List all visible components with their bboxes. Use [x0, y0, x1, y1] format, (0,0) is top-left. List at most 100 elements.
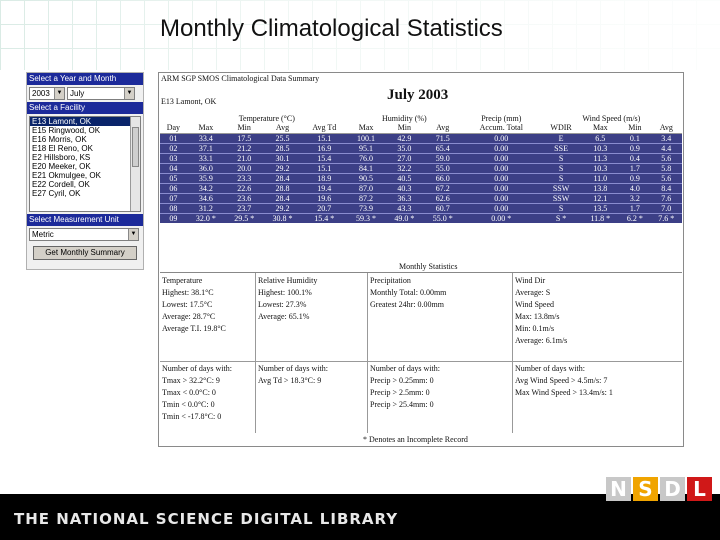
- stats-line: Average: 28.7°C: [162, 312, 216, 321]
- unit-select[interactable]: Metric ▼: [29, 228, 139, 241]
- year-select[interactable]: 2003 ▼: [29, 87, 65, 100]
- facility-option[interactable]: E16 Morris, OK: [32, 135, 87, 144]
- footer-bar: THE NATIONAL SCIENCE DIGITAL LIBRARY: [0, 494, 720, 540]
- stats-line: Highest: 100.1%: [258, 288, 312, 297]
- table-cell: 29.5 *: [225, 212, 264, 223]
- logo-letter: L: [687, 477, 712, 501]
- table-cell: 21.2: [225, 142, 264, 153]
- table-cell: 23.6: [225, 192, 264, 203]
- get-monthly-summary-button[interactable]: Get Monthly Summary: [33, 246, 137, 260]
- column-header-row: Day Max Min Avg Avg Td Max Min Avg Accum. Total W…: [160, 123, 682, 134]
- facility-option[interactable]: E22 Cordell, OK: [32, 180, 90, 189]
- table-row: 07 34.6 23.6 28.4 19.6 87.2 36.3 62.6 0.00 SSW 12.…: [160, 192, 682, 203]
- column-header: Accum. Total: [461, 123, 541, 134]
- facility-header: Select a Facility: [27, 102, 143, 114]
- logo-letter: D: [660, 477, 685, 501]
- stats-line: Precipitation: [370, 276, 411, 285]
- table-cell: 13.5: [581, 202, 620, 213]
- table-cell: 3.2: [619, 192, 651, 203]
- chevron-down-icon: ▼: [128, 229, 138, 240]
- summary-title: ARM SGP SMOS Climatological Data Summary: [161, 74, 320, 83]
- table-cell: 95.1: [346, 142, 386, 153]
- stats-line: Number of days with:: [162, 364, 232, 373]
- table-cell: 42.9: [385, 132, 424, 143]
- table-cell: 0.00 *: [461, 212, 541, 223]
- table-cell: 29.2: [263, 162, 302, 173]
- table-row: 08 31.2 23.7 29.2 20.7 73.9 43.3 60.7 0.00 S 13.5 1…: [160, 202, 682, 213]
- slide-title: Monthly Climatological Statistics: [160, 15, 503, 42]
- month-select[interactable]: July ▼: [67, 87, 135, 100]
- stats-line: Precip > 25.4mm: 0: [370, 400, 434, 409]
- table-cell: 29.2: [263, 202, 302, 213]
- year-month-row: 2003 ▼ July ▼: [27, 85, 143, 102]
- table-cell: 5.6: [650, 172, 682, 183]
- scrollbar-thumb[interactable]: [132, 127, 139, 167]
- table-cell: 09: [160, 212, 187, 223]
- incomplete-record-footnote: * Denotes an Incomplete Record: [363, 435, 468, 444]
- stats-line: Tmax > 32.2°C: 9: [162, 376, 220, 385]
- table-cell: 28.8: [263, 182, 302, 193]
- column-header: Min: [619, 123, 651, 134]
- table-cell: 11.3: [581, 152, 620, 163]
- stats-line: Wind Speed: [515, 300, 555, 309]
- table-cell: 7.6 *: [650, 212, 682, 223]
- unit-value: Metric: [32, 230, 54, 239]
- column-header: WDIR: [540, 123, 582, 134]
- table-cell: 4.4: [650, 142, 682, 153]
- stats-line: Lowest: 27.3%: [258, 300, 307, 309]
- stats-line: Avg Wind Speed > 4.5m/s: 7: [515, 376, 608, 385]
- table-cell: 8.4: [650, 182, 682, 193]
- table-cell: 36.0: [186, 162, 226, 173]
- table-cell: 100.1: [346, 132, 386, 143]
- table-cell: 11.0: [581, 172, 620, 183]
- group-header: [160, 113, 187, 123]
- table-cell: 59.0: [423, 152, 462, 163]
- table-cell: 87.2: [346, 192, 386, 203]
- table-cell: 32.2: [385, 162, 424, 173]
- facility-option[interactable]: E13 Lamont, OK: [30, 117, 140, 126]
- column-header: Max: [581, 123, 620, 134]
- table-cell: 1.7: [619, 162, 651, 173]
- table-cell: 28.5: [263, 142, 302, 153]
- table-cell: 23.7: [225, 202, 264, 213]
- facility-scrollbar[interactable]: [130, 117, 140, 211]
- table-cell: 62.6: [423, 192, 462, 203]
- table-cell: 40.5: [385, 172, 424, 183]
- facility-option[interactable]: E2 Hillsboro, KS: [32, 153, 91, 162]
- table-cell: 0.1: [619, 132, 651, 143]
- table-row: 02 37.1 21.2 28.5 16.9 95.1 35.0 65.4 0.00 SSE 10.…: [160, 142, 682, 153]
- stats-divider: [160, 361, 682, 362]
- facility-option[interactable]: E27 Cyril, OK: [32, 189, 81, 198]
- table-cell: 76.0: [346, 152, 386, 163]
- facility-option[interactable]: E20 Meeker, OK: [32, 162, 91, 171]
- facility-option[interactable]: E21 Okmulgee, OK: [32, 171, 101, 180]
- table-cell: 12.1: [581, 192, 620, 203]
- stats-column: Temperature Highest: 38.1°C Lowest: 17.5°C…: [160, 273, 256, 361]
- table-cell: 13.8: [581, 182, 620, 193]
- slide-background-fade: [0, 0, 720, 70]
- table-cell: 28.4: [263, 192, 302, 203]
- summary-header: ARM SGP SMOS Climatological Data Summary…: [159, 73, 683, 106]
- table-cell: 43.3: [385, 202, 424, 213]
- table-cell: 0.4: [619, 152, 651, 163]
- table-cell: 15.1: [301, 162, 347, 173]
- table-cell: 73.9: [346, 202, 386, 213]
- table-cell: 5.6: [650, 152, 682, 163]
- column-header: Day: [160, 123, 187, 134]
- summary-station: E13 Lamont, OK: [161, 97, 217, 106]
- table-cell: 28.4: [263, 172, 302, 183]
- facility-option[interactable]: E18 El Reno, OK: [32, 144, 93, 153]
- stats-line: Min: 0.1m/s: [515, 324, 555, 333]
- table-cell: 15.4 *: [301, 212, 347, 223]
- footer-text: THE NATIONAL SCIENCE DIGITAL LIBRARY: [14, 510, 399, 528]
- column-header: Avg: [263, 123, 302, 134]
- table-row: 01 33.4 17.5 25.5 15.1 100.1 42.9 71.5 0.00 E 6.5 0…: [160, 132, 682, 143]
- facility-option[interactable]: E15 Ringwood, OK: [32, 126, 101, 135]
- logo-letter: N: [606, 477, 631, 501]
- table-cell: 0.00: [461, 132, 541, 143]
- stats-line: Precip > 0.25mm: 0: [370, 376, 434, 385]
- table-cell: 87.0: [346, 182, 386, 193]
- facility-listbox[interactable]: E13 Lamont, OK E15 Ringwood, OK E16 Morris…: [29, 116, 141, 212]
- table-cell: 34.2: [186, 182, 226, 193]
- table-cell: 31.2: [186, 202, 226, 213]
